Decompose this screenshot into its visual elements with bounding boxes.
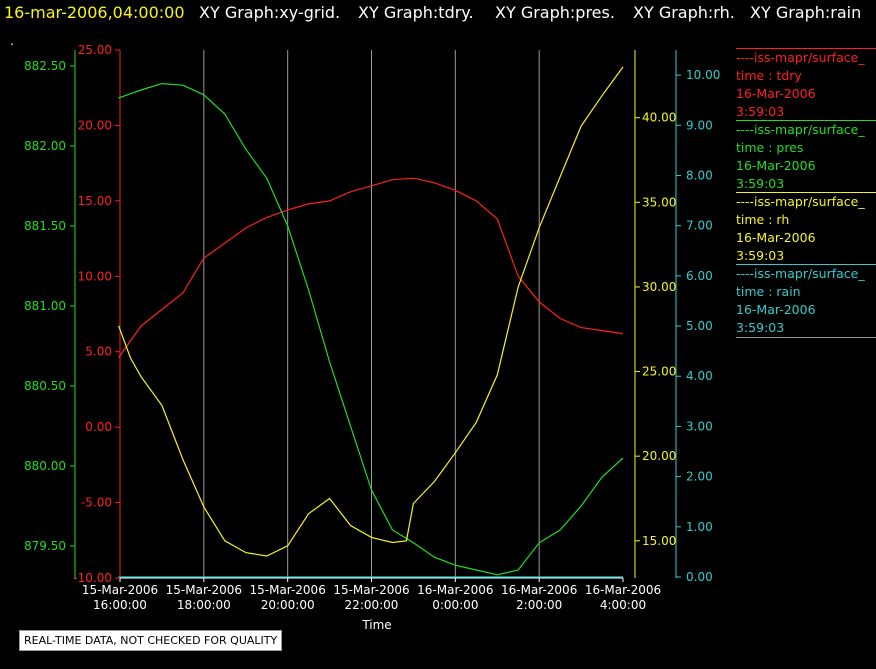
legend-series: ----iss-mapr/surface_: [736, 50, 865, 65]
tdry-y-tick-label: 0.00: [85, 420, 112, 434]
rain-y-tick-label: 0.00: [686, 570, 713, 584]
legend-label: time : tdry: [736, 68, 802, 83]
rain-y-tick-label: 4.00: [686, 369, 713, 383]
legend-label: time : pres: [736, 140, 804, 155]
legend-entry-rain[interactable]: ----iss-mapr/surface_ time : rain 16-Mar…: [736, 264, 876, 338]
x-tick-label-time: 22:00:00: [345, 598, 399, 612]
rain-y-tick-label: 8.00: [686, 168, 713, 182]
legend-date: 16-Mar-2006: [736, 158, 816, 173]
header-datetime: 16-mar-2006,04:00:00: [4, 3, 185, 22]
x-axis-label: Time: [361, 618, 391, 632]
header-graph-tdry[interactable]: XY Graph:tdry.: [358, 3, 474, 22]
rain-y-tick-label: 10.00: [686, 68, 720, 82]
dot-mark: .: [10, 34, 14, 48]
x-tick-label-date: 16-Mar-2006: [585, 583, 661, 597]
legend-time: 3:59:03: [736, 248, 785, 263]
pres-y-tick-label: 880.50: [24, 379, 66, 393]
rh-series-line: [118, 66, 624, 557]
legend-series: ----iss-mapr/surface_: [736, 122, 865, 137]
legend-line-rain: [736, 264, 876, 265]
legend-line-tdry: [736, 48, 876, 49]
legend-label: time : rh: [736, 212, 790, 227]
rain-y-tick-label: 1.00: [686, 520, 713, 534]
legend-series: ----iss-mapr/surface_: [736, 194, 865, 209]
legend-date: 16-Mar-2006: [736, 302, 816, 317]
x-tick-label-date: 15-Mar-2006: [166, 583, 242, 597]
header-graph-rh[interactable]: XY Graph:rh.: [633, 3, 735, 22]
tdry-y-tick-label: -10.00: [73, 571, 112, 585]
legend-time: 3:59:03: [736, 176, 785, 191]
pres-y-tick-label: 882.00: [24, 139, 66, 153]
x-tick-label-time: 16:00:00: [93, 598, 147, 612]
x-tick-label-date: 16-Mar-2006: [417, 583, 493, 597]
rain-y-tick-label: 2.00: [686, 470, 713, 484]
x-tick-label-time: 0:00:00: [432, 598, 478, 612]
header-graph-rain[interactable]: XY Graph:rain: [750, 3, 862, 22]
tdry-y-tick-label: 20.00: [78, 118, 112, 132]
tdry-y-tick-label: 25.00: [78, 43, 112, 57]
x-tick-label-date: 15-Mar-2006: [249, 583, 325, 597]
pres-y-tick-label: 881.50: [24, 219, 66, 233]
rh-y-tick-label: 30.00: [642, 280, 676, 294]
rh-y-tick-label: 40.00: [642, 111, 676, 125]
pres-series-line: [118, 82, 624, 576]
x-tick-label-time: 4:00:00: [600, 598, 646, 612]
legend-bottom-line: [736, 337, 876, 338]
rain-y-tick-label: 6.00: [686, 269, 713, 283]
x-tick-label-time: 18:00:00: [177, 598, 231, 612]
title-bar: 16-mar-2006,04:00:00 XY Graph:xy-grid. X…: [0, 0, 876, 26]
rain-y-tick-label: 3.00: [686, 419, 713, 433]
quality-note: REAL-TIME DATA, NOT CHECKED FOR QUALITY: [19, 630, 283, 651]
header-graph-xy-grid[interactable]: XY Graph:xy-grid.: [199, 3, 341, 22]
legend-series: ----iss-mapr/surface_: [736, 266, 865, 281]
tdry-y-tick-label: 15.00: [78, 194, 112, 208]
tdry-y-tick-label: -5.00: [81, 496, 112, 510]
rain-y-tick-label: 5.00: [686, 319, 713, 333]
legend-time: 3:59:03: [736, 104, 785, 119]
x-tick-label-time: 20:00:00: [261, 598, 315, 612]
legend-line-rh: [736, 192, 876, 193]
pres-y-tick-label: 881.00: [24, 299, 66, 313]
legend-date: 16-Mar-2006: [736, 230, 816, 245]
pres-y-tick-label: 880.00: [24, 459, 66, 473]
pres-y-tick-label: 882.50: [24, 59, 66, 73]
x-tick-label-date: 15-Mar-2006: [333, 583, 409, 597]
rain-y-tick-label: 7.00: [686, 219, 713, 233]
rain-y-tick-label: 9.00: [686, 118, 713, 132]
header-graph-pres[interactable]: XY Graph:pres.: [495, 3, 615, 22]
pres-y-tick-label: 879.50: [24, 539, 66, 553]
legend: ----iss-mapr/surface_ time : tdry 16-Mar…: [736, 48, 876, 338]
rh-y-tick-label: 15.00: [642, 534, 676, 548]
x-tick-label-date: 16-Mar-2006: [501, 583, 577, 597]
rh-y-tick-label: 35.00: [642, 195, 676, 209]
legend-entry-tdry[interactable]: ----iss-mapr/surface_ time : tdry 16-Mar…: [736, 48, 876, 120]
legend-entry-pres[interactable]: ----iss-mapr/surface_ time : pres 16-Mar…: [736, 120, 876, 192]
x-tick-label-time: 2:00:00: [516, 598, 562, 612]
legend-date: 16-Mar-2006: [736, 86, 816, 101]
legend-line-pres: [736, 120, 876, 121]
tdry-y-tick-label: 10.00: [78, 269, 112, 283]
x-tick-label-date: 15-Mar-2006: [82, 583, 158, 597]
rh-y-tick-label: 25.00: [642, 365, 676, 379]
legend-time: 3:59:03: [736, 320, 785, 335]
rh-y-tick-label: 20.00: [642, 449, 676, 463]
tdry-y-tick-label: 5.00: [85, 345, 112, 359]
legend-label: time : rain: [736, 284, 801, 299]
legend-entry-rh[interactable]: ----iss-mapr/surface_ time : rh 16-Mar-2…: [736, 192, 876, 264]
tdry-series-line: [118, 177, 624, 359]
